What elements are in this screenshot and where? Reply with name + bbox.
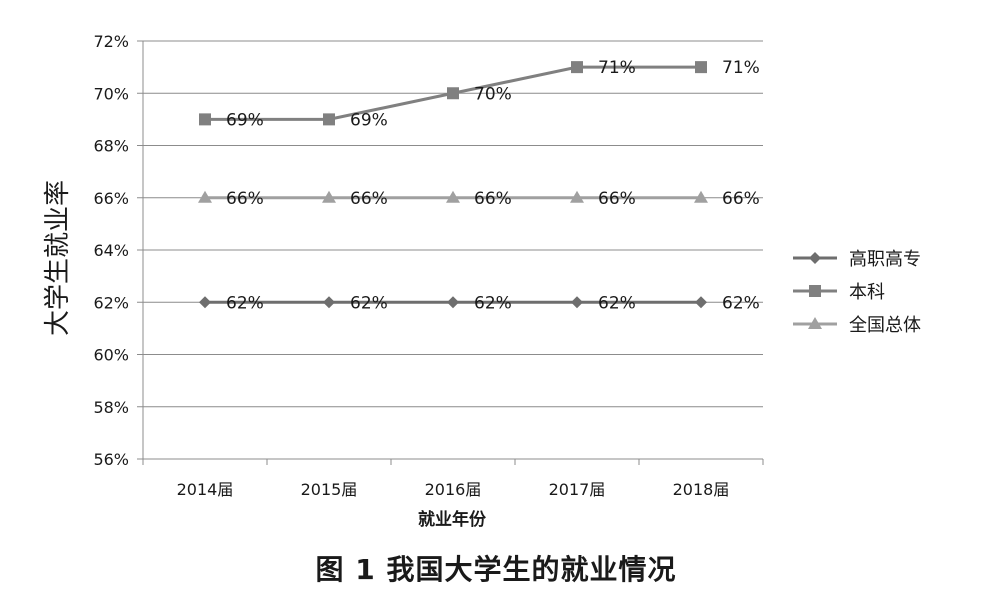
data-point [570, 190, 584, 203]
y-tick-label: 68% [93, 137, 129, 156]
data-point [695, 296, 707, 309]
data-point [199, 113, 211, 126]
legend-marker [809, 252, 821, 264]
data-point [323, 296, 335, 309]
data-label: 62% [598, 293, 636, 313]
data-label: 66% [350, 189, 388, 209]
y-tick-label: 58% [93, 398, 129, 417]
data-label: 70% [474, 84, 512, 104]
data-label: 69% [226, 110, 264, 130]
data-label: 71% [598, 58, 636, 78]
x-tick-label: 2015届 [301, 480, 358, 499]
data-label: 66% [474, 189, 512, 209]
data-label: 62% [350, 293, 388, 313]
x-tick-label: 2017届 [549, 480, 606, 499]
data-label: 66% [598, 189, 636, 209]
data-point [447, 296, 459, 309]
data-point [695, 61, 707, 74]
data-labels: 62% 62% 62% 62% 62% 69% 69% 70% 71% 71% 66% 66% 66% 6… [226, 58, 760, 313]
x-axis-label: 就业年份 [418, 509, 487, 530]
y-tick-label: 72% [93, 32, 129, 51]
y-tick-label: 66% [93, 189, 129, 208]
y-axis-label: 大学生就业率 [43, 180, 73, 336]
data-point [198, 190, 212, 203]
data-label: 62% [722, 293, 760, 313]
data-point [199, 296, 211, 309]
data-point [322, 190, 336, 203]
legend-entry: 高职高专 [849, 249, 921, 270]
data-label: 69% [350, 110, 388, 130]
x-tick-labels: 2014届 2015届 2016届 2017届 2018届 [177, 480, 730, 499]
x-tick-label: 2014届 [177, 480, 234, 499]
y-tick-label: 60% [93, 346, 129, 365]
data-label: 66% [722, 189, 760, 209]
data-point [446, 190, 460, 203]
data-label: 66% [226, 189, 264, 209]
y-tick-labels: 56% 58% 60% 62% 64% 66% 68% 70% 72% [93, 32, 129, 469]
data-point [571, 296, 583, 309]
legend-entry: 本科 [849, 282, 885, 303]
x-tick-label: 2018届 [673, 480, 730, 499]
x-tick-label: 2016届 [425, 480, 482, 499]
y-tick-label: 62% [93, 293, 129, 312]
legend-marker [809, 285, 821, 297]
series-lines [198, 61, 708, 309]
data-point [694, 190, 708, 203]
data-label: 71% [722, 58, 760, 78]
legend-marker [808, 317, 822, 329]
legend-entry: 全国总体 [849, 315, 921, 336]
axes [137, 40, 764, 465]
y-tick-label: 64% [93, 241, 129, 260]
figure-caption: 图 1 我国大学生的就业情况 [315, 553, 677, 586]
data-point [447, 87, 459, 100]
y-tick-label: 56% [93, 450, 129, 469]
data-point [571, 61, 583, 74]
data-label: 62% [474, 293, 512, 313]
data-point [323, 113, 335, 126]
y-tick-label: 70% [93, 84, 129, 103]
data-label: 62% [226, 293, 264, 313]
